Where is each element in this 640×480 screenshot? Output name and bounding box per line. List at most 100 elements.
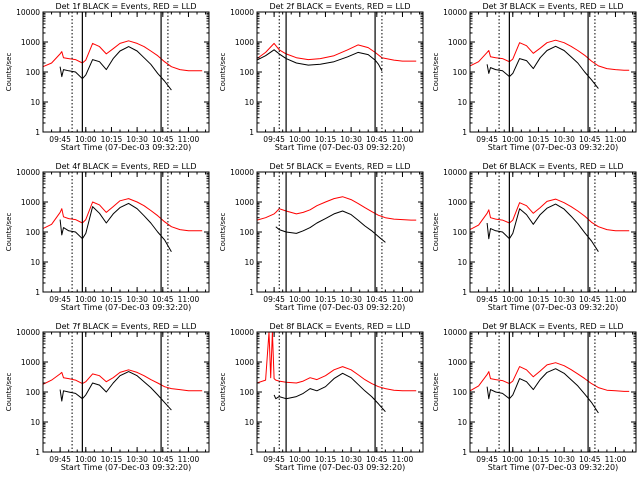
series-line-events bbox=[486, 203, 599, 252]
y-tick-label: 1000 bbox=[235, 358, 254, 367]
chart-panel-1: Det 1f BLACK = Events, RED = LLD 1 10 100 10… bbox=[5, 2, 210, 152]
x-axis-label: Start Time (07-Dec-03 09:32:20) bbox=[275, 463, 406, 472]
y-tick-label: 1 bbox=[249, 128, 254, 137]
series-line-lld bbox=[256, 196, 417, 221]
x-axis-label: Start Time (07-Dec-03 09:32:20) bbox=[61, 143, 192, 152]
chart-title: Det 2f BLACK = Events, RED = LLD bbox=[269, 2, 410, 11]
x-tick-label: 11:00 bbox=[392, 135, 414, 144]
chart-panel-4: Det 4f BLACK = Events, RED = LLD 1 10 100 10… bbox=[5, 162, 210, 312]
y-tick-label: 1000 bbox=[235, 198, 254, 207]
x-tick-label: 10:45 bbox=[366, 135, 388, 144]
x-tick-label: 10:30 bbox=[553, 135, 575, 144]
x-tick-label: 10:45 bbox=[579, 295, 601, 304]
series-line-events bbox=[256, 49, 383, 72]
y-tick-label: 10000 bbox=[16, 328, 40, 337]
series-line-events bbox=[486, 368, 599, 414]
y-tick-label: 100 bbox=[26, 228, 41, 237]
x-tick-label: 09:45 bbox=[263, 455, 285, 464]
chart-panel-9: Det 9f BLACK = Events, RED = LLD 1 10 100 10… bbox=[432, 322, 637, 472]
y-tick-label: 10000 bbox=[443, 168, 467, 177]
y-tick-label: 100 bbox=[453, 68, 468, 77]
y-tick-label: 10000 bbox=[443, 328, 467, 337]
y-tick-label: 100 bbox=[26, 388, 41, 397]
x-axis-label: Start Time (07-Dec-03 09:32:20) bbox=[61, 303, 192, 312]
x-tick-label: 10:15 bbox=[315, 295, 337, 304]
x-tick-label: 10:00 bbox=[289, 135, 311, 144]
plot-frame bbox=[469, 11, 637, 133]
y-tick-label: 100 bbox=[240, 388, 255, 397]
chart-panel-3: Det 3f BLACK = Events, RED = LLD 1 10 100 10… bbox=[432, 2, 637, 152]
x-tick-label: 10:00 bbox=[502, 295, 524, 304]
y-tick-label: 10 bbox=[457, 258, 467, 267]
x-tick-label: 10:45 bbox=[366, 455, 388, 464]
x-tick-label: 10:00 bbox=[75, 295, 97, 304]
y-tick-label: 1000 bbox=[235, 38, 254, 47]
x-tick-label: 10:45 bbox=[366, 295, 388, 304]
x-tick-label: 10:30 bbox=[340, 295, 362, 304]
series-line-lld bbox=[469, 362, 630, 392]
y-tick-label: 1000 bbox=[21, 198, 40, 207]
x-tick-label: 10:00 bbox=[75, 455, 97, 464]
x-axis-label: Start Time (07-Dec-03 09:32:20) bbox=[61, 463, 192, 472]
y-tick-label: 10 bbox=[30, 418, 40, 427]
x-tick-label: 10:45 bbox=[579, 455, 601, 464]
x-tick-label: 10:30 bbox=[553, 455, 575, 464]
x-axis-label: Start Time (07-Dec-03 09:32:20) bbox=[275, 303, 406, 312]
y-tick-label: 10000 bbox=[230, 8, 254, 17]
x-tick-label: 10:15 bbox=[315, 455, 337, 464]
y-tick-label: 1 bbox=[35, 128, 40, 137]
y-axis-label: Counts/sec bbox=[432, 53, 440, 92]
y-tick-label: 10 bbox=[457, 418, 467, 427]
y-tick-label: 100 bbox=[240, 228, 255, 237]
chart-title: Det 7f BLACK = Events, RED = LLD bbox=[55, 322, 196, 331]
x-tick-label: 11:00 bbox=[392, 295, 414, 304]
x-tick-label: 10:15 bbox=[315, 135, 337, 144]
y-tick-label: 1000 bbox=[21, 358, 40, 367]
series-line-lld bbox=[42, 369, 203, 392]
plot-frame bbox=[42, 11, 210, 133]
chart-title: Det 5f BLACK = Events, RED = LLD bbox=[269, 162, 410, 171]
x-tick-label: 10:00 bbox=[289, 295, 311, 304]
x-tick-label: 09:45 bbox=[263, 295, 285, 304]
x-axis-label: Start Time (07-Dec-03 09:32:20) bbox=[275, 143, 406, 152]
y-tick-label: 10 bbox=[457, 98, 467, 107]
x-tick-label: 10:15 bbox=[528, 455, 550, 464]
x-tick-label: 09:45 bbox=[49, 455, 71, 464]
chart-panel-6: Det 6f BLACK = Events, RED = LLD 1 10 100 10… bbox=[432, 162, 637, 312]
chart-title: Det 8f BLACK = Events, RED = LLD bbox=[269, 322, 410, 331]
plot-frame bbox=[256, 171, 424, 293]
series-line-events bbox=[273, 372, 386, 413]
x-tick-label: 11:00 bbox=[178, 455, 200, 464]
x-tick-label: 10:30 bbox=[126, 295, 148, 304]
x-tick-label: 09:45 bbox=[49, 295, 71, 304]
x-tick-label: 11:00 bbox=[605, 135, 627, 144]
x-tick-label: 10:45 bbox=[152, 455, 174, 464]
y-tick-label: 1000 bbox=[21, 38, 40, 47]
chart-title: Det 9f BLACK = Events, RED = LLD bbox=[482, 322, 623, 331]
plot-frame bbox=[42, 171, 210, 293]
x-tick-label: 09:45 bbox=[263, 135, 285, 144]
x-tick-label: 11:00 bbox=[605, 455, 627, 464]
y-axis-label: Counts/sec bbox=[5, 53, 13, 92]
y-tick-label: 1000 bbox=[448, 198, 467, 207]
x-tick-label: 10:15 bbox=[101, 455, 123, 464]
series-line-lld bbox=[42, 40, 203, 72]
y-tick-label: 10000 bbox=[230, 168, 254, 177]
x-tick-label: 10:30 bbox=[340, 455, 362, 464]
x-tick-label: 10:45 bbox=[152, 295, 174, 304]
y-tick-label: 10 bbox=[244, 418, 254, 427]
x-axis-label: Start Time (07-Dec-03 09:32:20) bbox=[488, 143, 619, 152]
x-tick-label: 11:00 bbox=[178, 135, 200, 144]
chart-panel-5: Det 5f BLACK = Events, RED = LLD 1 10 100 10… bbox=[219, 162, 424, 312]
x-tick-label: 10:15 bbox=[101, 295, 123, 304]
y-tick-label: 10 bbox=[30, 258, 40, 267]
x-tick-label: 10:30 bbox=[126, 135, 148, 144]
y-tick-label: 10 bbox=[244, 98, 254, 107]
y-axis-label: Counts/sec bbox=[219, 213, 227, 252]
x-tick-label: 09:45 bbox=[476, 295, 498, 304]
y-tick-label: 100 bbox=[240, 68, 255, 77]
y-tick-label: 1 bbox=[249, 288, 254, 297]
series-line-events bbox=[59, 46, 172, 91]
y-tick-label: 100 bbox=[453, 228, 468, 237]
